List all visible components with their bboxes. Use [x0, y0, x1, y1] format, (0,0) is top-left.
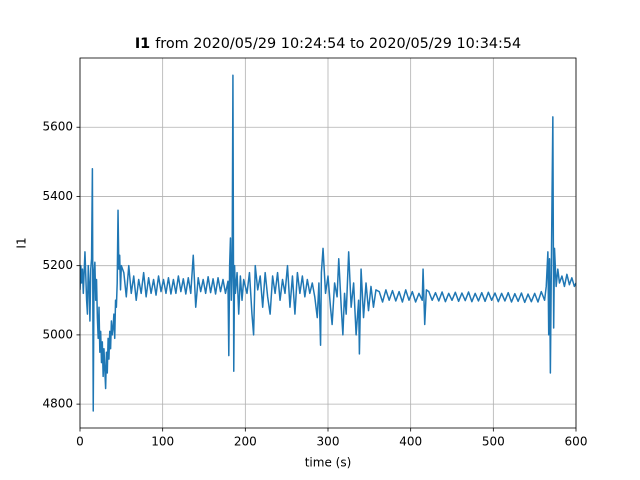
x-axis-label: time (s)	[305, 456, 352, 470]
y-tick-label: 4800	[42, 397, 73, 411]
data-line	[80, 74, 576, 412]
title-text: from 2020/05/29 10:24:54 to 2020/05/29 1…	[155, 36, 521, 52]
x-tick-label: 300	[317, 435, 340, 449]
y-tick-label: 5000	[42, 327, 73, 341]
chart-title: I1 from 2020/05/29 10:24:54 to 2020/05/29…	[135, 36, 521, 52]
x-tick-label: 200	[234, 435, 257, 449]
x-tick-label: 100	[151, 435, 174, 449]
x-tick-label: 0	[76, 435, 84, 449]
title-variable: I1	[135, 36, 150, 52]
y-axis-label: I1	[15, 237, 29, 248]
y-tick-label: 5400	[42, 189, 73, 203]
x-tick-label: 500	[482, 435, 505, 449]
axes-frame	[79, 57, 577, 429]
y-tick-label: 5200	[42, 258, 73, 272]
x-tick-label: 400	[399, 435, 422, 449]
y-tick-label: 5600	[42, 120, 73, 134]
x-tick-label: 600	[565, 435, 588, 449]
